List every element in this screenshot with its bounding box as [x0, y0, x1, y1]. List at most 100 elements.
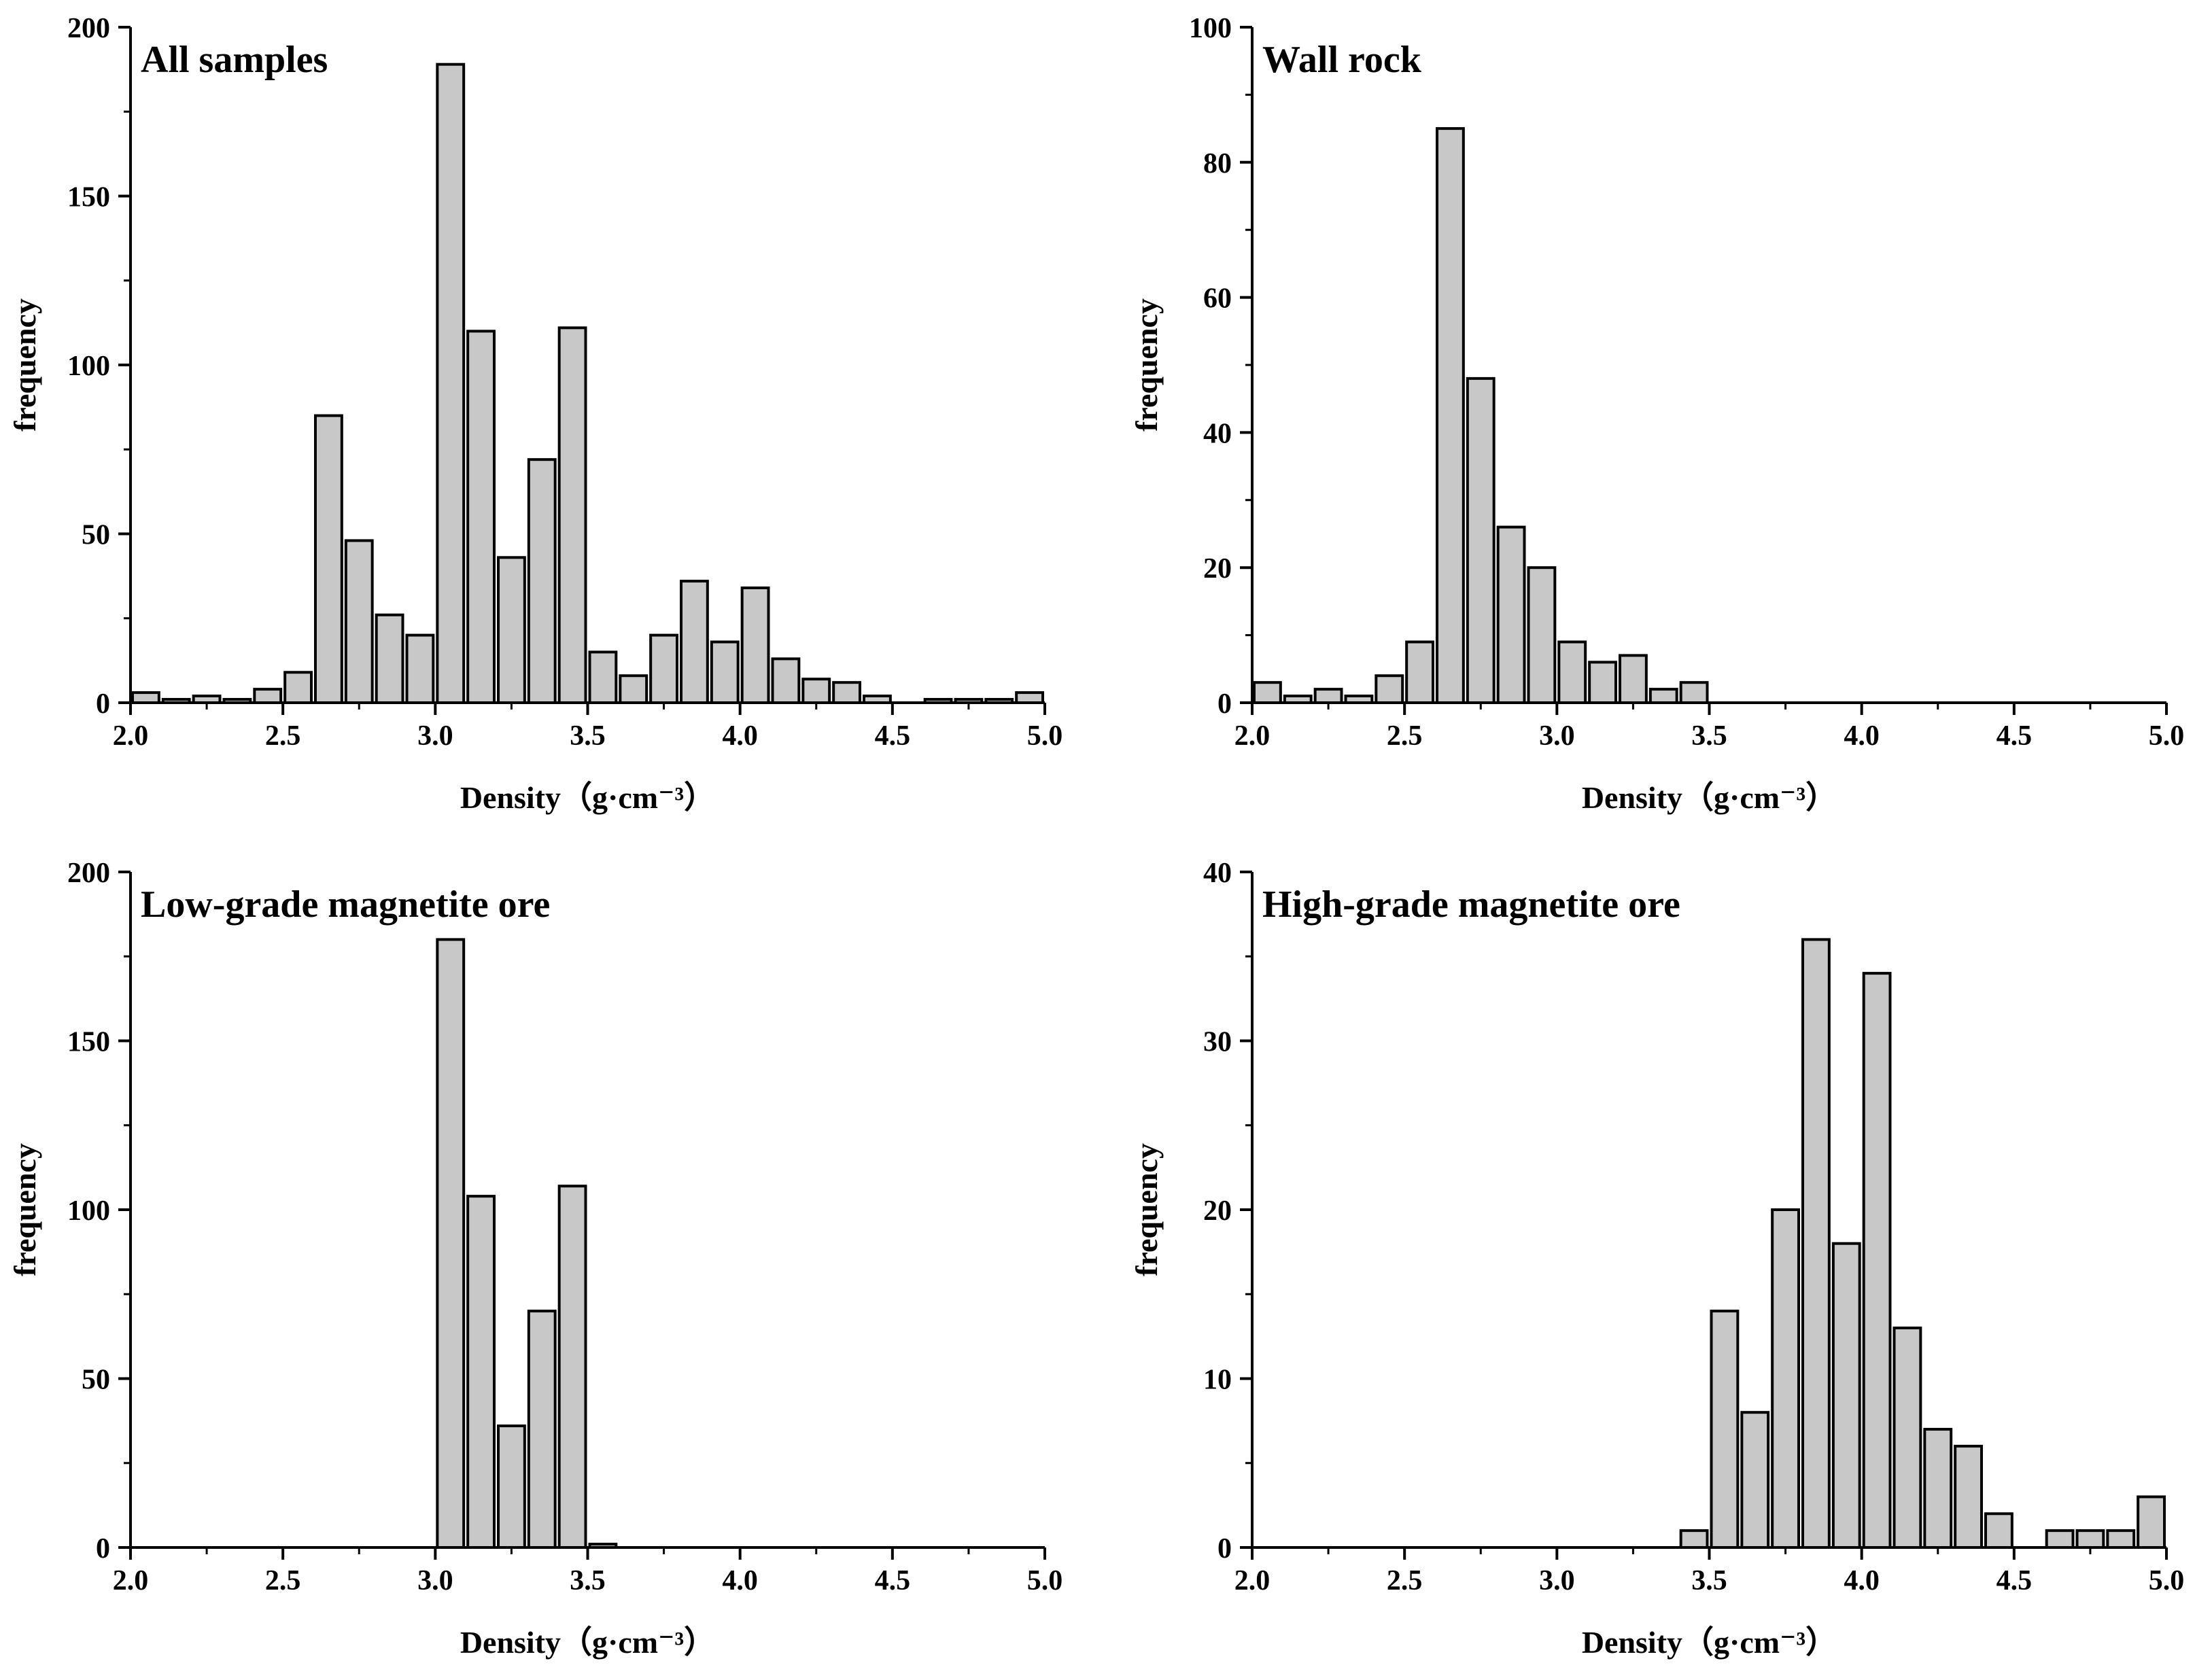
bar-3.15: [1588, 661, 1618, 704]
bar-2.45: [253, 688, 283, 704]
y-tick-label: 0: [1217, 1533, 1232, 1564]
bar-2.55: [283, 671, 313, 705]
bar-3.15: [466, 330, 496, 704]
bar-3.95: [1831, 1242, 1861, 1549]
bar-3.75: [1771, 1208, 1801, 1549]
y-tick-label: 150: [67, 182, 110, 213]
y-axis-title: frequency: [7, 1143, 42, 1276]
bar-2.95: [405, 633, 435, 704]
bar-3.05: [436, 63, 466, 705]
bar-4.75: [2075, 1529, 2105, 1549]
y-tick-label: 20: [1203, 1195, 1232, 1227]
x-tick-label: 3.5: [570, 1565, 606, 1596]
bar-2.75: [1466, 377, 1496, 704]
y-tick-label: 40: [1203, 418, 1232, 449]
x-tick-label: 4.5: [1997, 720, 2033, 752]
x-axis-title: Density（g·cm⁻³）: [1582, 1625, 1837, 1660]
y-axis-title: frequency: [7, 298, 42, 432]
panel-3: 2.0 2.5 3.0 3.5 4.0 4.5 5.0 0 50 100 150 200 Low-gra…: [7, 858, 1062, 1660]
bar-3.45: [1679, 1529, 1709, 1549]
bar-2.75: [344, 539, 374, 704]
bar-3.45: [1679, 681, 1709, 704]
bar-4.65: [2045, 1529, 2075, 1549]
x-tick-label: 3.0: [1539, 1565, 1575, 1596]
bar-3.85: [1801, 938, 1831, 1549]
y-tick-label: 20: [1203, 553, 1232, 584]
x-tick-label: 4.0: [722, 720, 758, 752]
bar-4.05: [740, 587, 770, 705]
bar-2.55: [1405, 640, 1435, 704]
bar-3.05: [436, 938, 466, 1549]
x-tick-label: 5.0: [1027, 720, 1063, 752]
y-tick-label: 0: [1217, 688, 1232, 720]
panel-4: 2.0 2.5 3.0 3.5 4.0 4.5 5.0 0 10 20 30 40 High-grade…: [1129, 858, 2184, 1660]
panel-title: All samples: [141, 39, 328, 81]
x-tick-label: 2.5: [265, 1565, 301, 1596]
x-tick-label: 5.0: [2149, 720, 2185, 752]
x-tick-label: 3.5: [570, 720, 606, 752]
y-axis-title: frequency: [1129, 1143, 1164, 1276]
bar-4.15: [771, 657, 801, 705]
x-tick-label: 3.0: [1539, 720, 1575, 752]
bar-3.35: [527, 458, 557, 704]
bar-2.65: [1436, 127, 1465, 705]
y-tick-label: 50: [82, 1365, 110, 1396]
x-tick-label: 3.5: [1691, 720, 1727, 752]
x-tick-label: 4.5: [875, 1565, 911, 1596]
bar-4.25: [801, 678, 831, 705]
x-tick-label: 3.5: [1691, 1565, 1727, 1596]
bar-4.85: [2106, 1529, 2136, 1549]
bar-3.55: [1710, 1310, 1740, 1549]
x-tick-label: 2.0: [1234, 1565, 1271, 1596]
bar-3.45: [557, 326, 587, 704]
x-tick-label: 4.0: [1844, 720, 1880, 752]
y-tick-label: 200: [67, 858, 110, 889]
bar-4.35: [832, 681, 861, 704]
bar-3.25: [497, 1424, 526, 1550]
bar-2.25: [1313, 688, 1343, 704]
bar-3.75: [649, 633, 679, 704]
bar-4.25: [1923, 1428, 1953, 1550]
bar-3.65: [1740, 1411, 1770, 1549]
bar-2.85: [375, 613, 404, 705]
x-tick-label: 2.0: [1234, 720, 1271, 752]
x-tick-label: 2.5: [1387, 1565, 1423, 1596]
bar-3.05: [1557, 640, 1587, 704]
x-tick-label: 2.5: [1387, 720, 1423, 752]
bar-4.95: [1015, 691, 1044, 705]
y-tick-label: 50: [82, 520, 110, 551]
x-tick-label: 4.5: [1997, 1565, 2033, 1596]
x-axis-title: Density（g·cm⁻³）: [1582, 780, 1837, 815]
bar-2.95: [1527, 566, 1557, 705]
y-tick-label: 150: [67, 1027, 110, 1058]
x-tick-label: 4.0: [722, 1565, 758, 1596]
y-tick-label: 200: [67, 13, 110, 44]
y-tick-label: 0: [96, 1533, 110, 1564]
bar-3.85: [680, 580, 709, 705]
bar-3.55: [588, 650, 618, 705]
y-axis-title: frequency: [1129, 298, 1164, 432]
x-tick-label: 4.0: [1844, 1565, 1880, 1596]
x-tick-label: 5.0: [2149, 1565, 2185, 1596]
panel-1: 2.0 2.5 3.0 3.5 4.0 4.5 5.0 0 50 100 150 200 All sam…: [7, 13, 1062, 815]
bar-2.85: [1496, 525, 1526, 704]
bar-2.45: [1375, 674, 1404, 704]
bar-2.05: [1253, 681, 1282, 704]
panel-title: Low-grade magnetite ore: [141, 883, 550, 926]
bar-4.95: [2137, 1495, 2166, 1549]
bar-2.05: [131, 691, 160, 705]
bar-3.25: [1619, 654, 1648, 704]
y-tick-label: 80: [1203, 148, 1232, 179]
x-tick-label: 2.5: [265, 720, 301, 752]
y-tick-label: 0: [96, 688, 110, 720]
x-axis-title: Density（g·cm⁻³）: [460, 1625, 715, 1660]
x-tick-label: 5.0: [1027, 1565, 1063, 1596]
y-tick-label: 40: [1203, 858, 1232, 889]
bar-3.65: [619, 674, 649, 704]
bar-3.15: [466, 1195, 496, 1549]
bar-3.35: [527, 1310, 557, 1549]
x-tick-label: 4.5: [875, 720, 911, 752]
x-tick-label: 3.0: [417, 1565, 453, 1596]
bar-4.35: [1954, 1444, 1984, 1549]
